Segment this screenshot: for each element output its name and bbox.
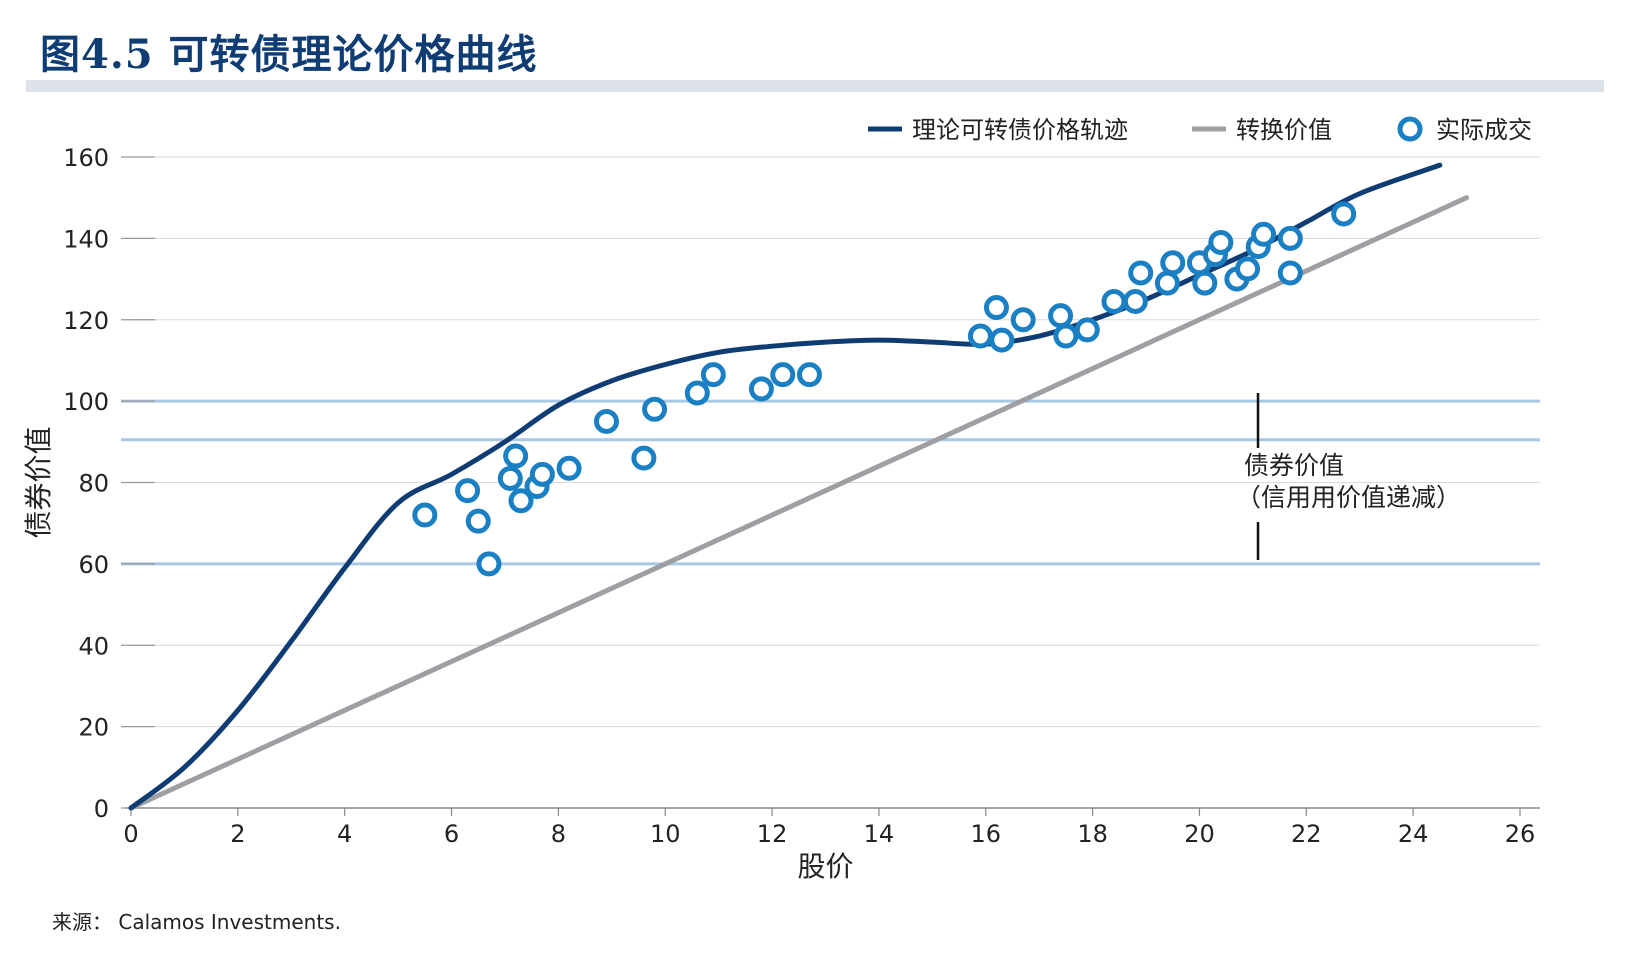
x-tick-label: 14 — [864, 820, 895, 848]
scatter-point-actual-trade — [1122, 288, 1148, 314]
x-tick-label: 6 — [444, 820, 459, 848]
legend-label-conversion-value: 转换价值 — [1236, 116, 1332, 144]
title-underline-bar — [26, 80, 1604, 92]
scatter-point-actual-trade — [983, 295, 1009, 321]
scatter-point-actual-trade — [1154, 270, 1180, 296]
y-tick-label: 160 — [63, 144, 109, 172]
legend: 理论可转债价格轨迹 转换价值 实际成交 — [868, 116, 1532, 144]
x-tick-label: 24 — [1398, 820, 1429, 848]
scatter-point-actual-trade — [1074, 317, 1100, 343]
bond-value-bands — [121, 399, 1540, 566]
x-tick-label: 16 — [970, 820, 1001, 848]
scatter-point-actual-trade — [497, 465, 523, 491]
x-tick-label: 4 — [337, 820, 352, 848]
scatter-point-actual-trade — [748, 376, 774, 402]
scatter-point-actual-trade — [556, 455, 582, 481]
annotation-line-1: 债券价值 — [1244, 451, 1344, 480]
x-axis-title: 股价 — [797, 850, 853, 883]
scatter-point-actual-trade — [1277, 260, 1303, 286]
x-tick-label: 26 — [1505, 820, 1536, 848]
y-axis: 0 20 40 60 80 100 120 140 160 债券价值 — [22, 144, 155, 823]
gridlines — [131, 156, 1540, 728]
y-tick-label: 80 — [78, 470, 109, 498]
y-tick-label: 20 — [78, 714, 109, 742]
chart-title: 图4.5 可转债理论价格曲线 — [40, 31, 538, 78]
legend-label-theoretical-price: 理论可转债价格轨迹 — [912, 116, 1128, 144]
scatter-point-actual-trade — [631, 445, 657, 471]
y-tick-label: 60 — [78, 551, 109, 579]
scatter-point-actual-trade — [412, 502, 438, 528]
y-tick-label: 40 — [78, 632, 109, 660]
x-tick-label: 2 — [230, 820, 245, 848]
y-tick-label: 120 — [63, 307, 109, 335]
y-tick-label: 0 — [94, 795, 109, 823]
scatter-point-actual-trade — [503, 443, 529, 469]
scatter-point-actual-trade — [476, 551, 502, 577]
x-tick-label: 0 — [123, 820, 138, 848]
bond-value-annotation: 债券价值 （信用用价值递减） — [1236, 393, 1461, 560]
scatter-point-actual-trade — [1251, 221, 1277, 247]
scatter-point-actual-trade — [508, 488, 534, 514]
scatter-point-actual-trade — [455, 478, 481, 504]
y-tick-label: 100 — [63, 388, 109, 416]
x-tick-label: 18 — [1077, 820, 1108, 848]
scatter-point-actual-trade — [1277, 225, 1303, 251]
x-tick-label: 12 — [757, 820, 788, 848]
source-note: 来源： Calamos Investments. — [52, 910, 341, 934]
scatter-point-actual-trade — [1235, 256, 1261, 282]
scatter-point-actual-trade — [1208, 229, 1234, 255]
scatter-point-actual-trade — [593, 408, 619, 434]
scatter-point-actual-trade — [1331, 201, 1357, 227]
scatter-point-actual-trade — [1048, 303, 1074, 329]
y-axis-title: 债券价值 — [22, 426, 55, 538]
y-tick-label: 140 — [63, 225, 109, 253]
scatter-point-actual-trade — [1010, 307, 1036, 333]
scatter-point-actual-trade — [529, 461, 555, 487]
scatter-point-actual-trade — [1160, 250, 1186, 276]
x-tick-label: 8 — [551, 820, 566, 848]
x-tick-label: 20 — [1184, 820, 1215, 848]
scatter-point-actual-trade — [1128, 260, 1154, 286]
scatter-point-actual-trade — [1192, 270, 1218, 296]
scatter-point-actual-trade — [1053, 323, 1079, 349]
annotation-line-2: （信用用价值递减） — [1236, 483, 1461, 512]
x-tick-label: 10 — [650, 820, 681, 848]
legend-swatch-actual-trades — [1397, 116, 1423, 142]
series-group — [128, 162, 1470, 811]
scatter-point-actual-trade — [684, 380, 710, 406]
scatter-point-actual-trade — [642, 396, 668, 422]
scatter-point-actual-trade — [967, 323, 993, 349]
scatter-point-actual-trade — [1101, 288, 1127, 314]
series-line-conversion-value — [128, 195, 1470, 811]
scatter-point-actual-trade — [770, 362, 796, 388]
x-tick-label: 22 — [1291, 820, 1322, 848]
scatter-point-actual-trade — [796, 362, 822, 388]
scatter-point-actual-trade — [700, 362, 726, 388]
scatter-point-actual-trade — [465, 508, 491, 534]
scatter-point-actual-trade — [989, 327, 1015, 353]
legend-label-actual-trades: 实际成交 — [1436, 116, 1532, 144]
